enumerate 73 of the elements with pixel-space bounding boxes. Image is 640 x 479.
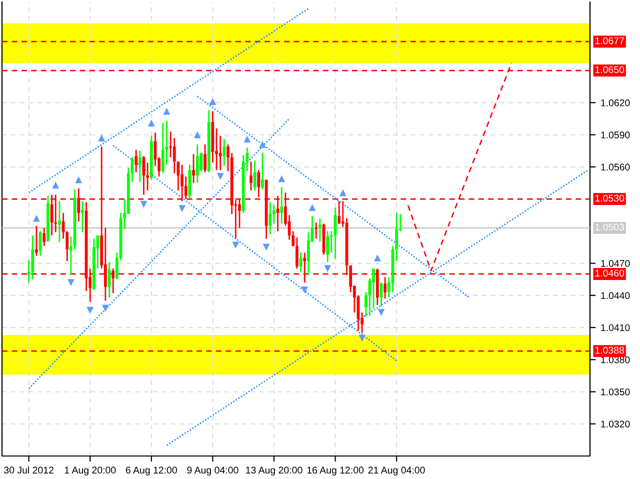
point <box>52 182 60 189</box>
point <box>148 120 155 126</box>
candlestick <box>42 227 46 247</box>
point <box>244 136 251 143</box>
x-tick-label: 1 Aug 20:00 <box>64 466 116 476</box>
x-tick-label: 16 Aug 12:00 <box>307 466 364 476</box>
candlestick <box>81 200 84 233</box>
candlestick <box>280 186 284 224</box>
x-tick-label: 6 Aug 12:00 <box>126 466 177 476</box>
candlestick <box>138 150 142 183</box>
point <box>278 175 286 182</box>
point <box>324 265 332 272</box>
candlestick <box>250 160 252 192</box>
point <box>33 214 40 222</box>
point <box>301 286 308 294</box>
candlestick <box>204 144 206 173</box>
y-tick-label: 1.0440 <box>601 292 630 300</box>
point <box>209 98 216 106</box>
candlestick <box>253 160 256 192</box>
point <box>358 334 366 342</box>
ref-line-label: 1.0460 <box>595 270 624 277</box>
point <box>140 200 148 208</box>
point <box>232 242 240 249</box>
point <box>86 306 94 314</box>
candlestick <box>338 200 341 224</box>
candlestick <box>58 200 61 243</box>
candlestick <box>35 225 38 256</box>
candlestick <box>222 138 226 167</box>
candlestick <box>307 232 310 276</box>
y-tick-label: 1.0560 <box>601 164 630 171</box>
candlestick <box>169 130 172 158</box>
ref-line-label: 1.0530 <box>595 194 624 202</box>
y-tick-label: 1.0410 <box>601 324 630 332</box>
point <box>98 134 106 142</box>
ref-line-label: 1.0677 <box>595 37 624 44</box>
point <box>262 244 270 251</box>
point <box>308 204 316 212</box>
point <box>339 189 346 196</box>
candlestick <box>268 202 272 236</box>
ref-line-label: 1.0650 <box>595 66 624 74</box>
candlestick <box>196 144 199 184</box>
point <box>378 309 385 316</box>
candlestick <box>172 137 176 174</box>
point <box>178 205 186 212</box>
candlestick <box>326 230 330 263</box>
candlestick <box>161 122 164 174</box>
ref-line-label: 1.0388 <box>595 346 624 354</box>
x-tick-label: 30 Jul 2012 <box>4 466 54 474</box>
point <box>216 173 224 180</box>
candlestick <box>296 236 298 270</box>
x-tick-label: 9 Aug 04:00 <box>187 466 238 476</box>
candlestick <box>261 152 264 190</box>
x-tick-label: 21 Aug 04:00 <box>368 466 425 476</box>
candlestick <box>31 234 34 280</box>
point <box>102 304 109 312</box>
candlestick <box>134 149 138 173</box>
point <box>163 108 170 115</box>
candlestick <box>384 276 386 300</box>
candlestick <box>318 218 322 243</box>
candlestick <box>218 135 222 171</box>
point <box>67 279 74 286</box>
y-tick-label: 1.0470 <box>601 260 630 267</box>
point <box>259 140 266 148</box>
y-tick-label: 1.0350 <box>601 388 630 396</box>
point <box>374 254 381 262</box>
point <box>75 176 82 184</box>
candlestick <box>314 222 318 240</box>
y-tick-label: 1.0590 <box>601 132 630 138</box>
candlestick <box>192 153 195 184</box>
point <box>194 131 201 138</box>
y-tick-label: 1.0620 <box>601 99 630 106</box>
y-tick-label: 1.0320 <box>601 420 630 428</box>
x-tick-label: 13 Aug 20:00 <box>246 466 302 476</box>
